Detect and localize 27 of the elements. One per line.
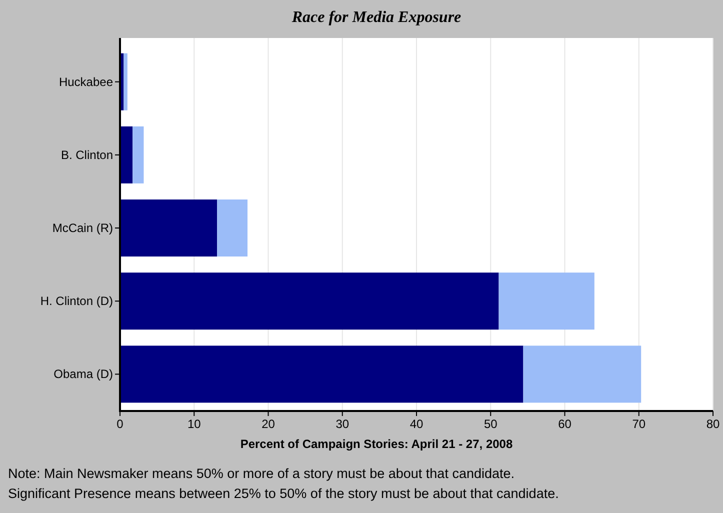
x-tick-label: 60 bbox=[558, 417, 572, 431]
x-tick-label: 30 bbox=[336, 417, 350, 431]
y-tick-label: Huckabee bbox=[58, 74, 114, 89]
x-tick-label: 10 bbox=[187, 417, 202, 431]
x-tick-label: 20 bbox=[262, 417, 276, 431]
x-tick-label: 80 bbox=[706, 417, 720, 431]
bar bbox=[132, 126, 144, 184]
text: Note: Main Newsmaker means 50% or more of a story must be about that candidate. bbox=[8, 466, 514, 481]
bar bbox=[120, 126, 133, 184]
chart-title: Race for Media Exposure bbox=[290, 9, 462, 26]
x-tick-label: 40 bbox=[410, 417, 424, 431]
bar bbox=[120, 199, 218, 257]
x-tick-label: 50 bbox=[484, 417, 498, 431]
y-tick-label: McCain (R) bbox=[52, 221, 113, 235]
bar bbox=[498, 272, 594, 330]
bar bbox=[124, 53, 128, 110]
x-axis-title: Percent of Campaign Stories: April 21 - 27, 2008 bbox=[240, 437, 513, 451]
bar bbox=[217, 199, 248, 257]
bar bbox=[523, 346, 642, 403]
bar bbox=[120, 272, 499, 330]
y-tick-label: B. Clinton bbox=[60, 148, 113, 162]
x-tick-label: 70 bbox=[632, 417, 646, 431]
y-tick-label: Obama (D) bbox=[54, 367, 114, 382]
y-tick-label: H. Clinton (D) bbox=[40, 294, 113, 308]
text: Significant Presence means between 25% to 50% of the story must be about that candidate. bbox=[8, 486, 559, 501]
bar bbox=[120, 346, 524, 403]
x-tick-label: 0 bbox=[116, 417, 124, 431]
